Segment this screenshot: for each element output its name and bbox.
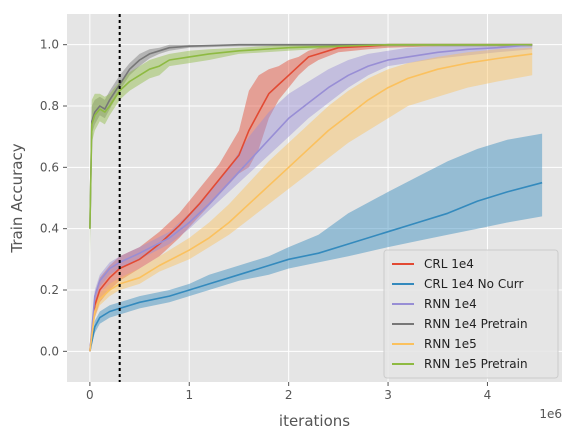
axis-ticks: 0 1 2 3 4 0.0 0.2 0.4 0.6 0.8 1.0	[40, 38, 491, 402]
x-axis-label: iterations	[279, 412, 350, 430]
y-tick-label: 0.6	[40, 160, 59, 174]
legend-label-rnn-1e4-pretrain: RNN 1e4 Pretrain	[424, 317, 528, 331]
x-axis-offset-label: 1e6	[539, 407, 562, 421]
y-tick-label: 1.0	[40, 38, 59, 52]
legend: CRL 1e4 CRL 1e4 No Curr RNN 1e4 RNN 1e4 Pre…	[383, 249, 559, 379]
line-rnn-1e5	[89, 53, 533, 352]
band-rnn-1e4	[89, 44, 533, 352]
x-tick-label: 4	[484, 388, 492, 402]
legend-label-rnn-1e5-pretrain: RNN 1e5 Pretrain	[424, 357, 528, 371]
x-tick-label: 3	[384, 388, 392, 402]
x-tick-label: 1	[185, 388, 193, 402]
line-rnn-1e4	[89, 43, 533, 352]
x-tick-label: 0	[86, 388, 94, 402]
legend-label-crl-1e4: CRL 1e4	[424, 257, 474, 271]
legend-label-rnn-1e5: RNN 1e5	[424, 337, 477, 351]
legend-label-crl-1e4-no-curr: CRL 1e4 No Curr	[424, 277, 524, 291]
y-axis-label: Train Accuracy	[8, 143, 26, 253]
y-tick-label: 0.8	[40, 99, 59, 113]
series-lines	[89, 43, 543, 352]
line-crl-1e4-no-curr	[89, 181, 543, 352]
band-rnn-1e5	[89, 47, 533, 352]
line-rnn-1e5-pretrain	[89, 43, 533, 229]
legend-box	[383, 249, 559, 379]
y-tick-label: 0.4	[40, 222, 59, 236]
band-crl-1e4-no-curr	[89, 133, 543, 352]
legend-label-rnn-1e4: RNN 1e4	[424, 297, 477, 311]
x-tick-label: 2	[285, 388, 293, 402]
y-tick-label: 0.2	[40, 283, 59, 297]
y-tick-label: 0.0	[40, 344, 59, 358]
